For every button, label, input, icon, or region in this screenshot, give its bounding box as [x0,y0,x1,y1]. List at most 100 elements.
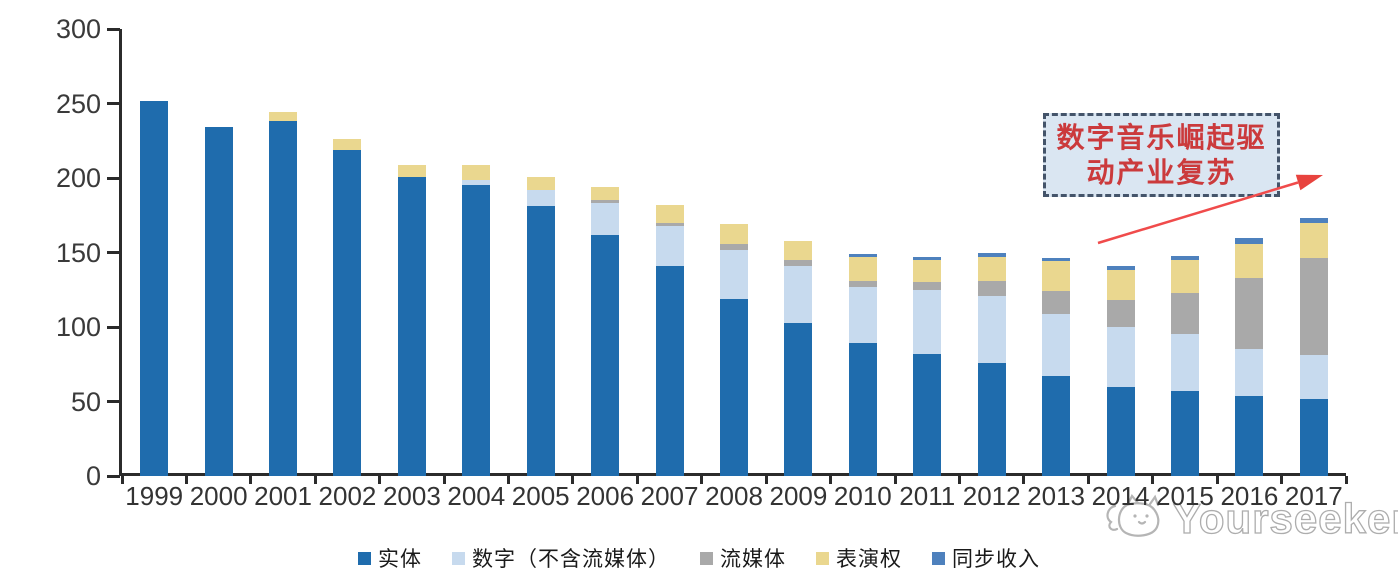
bar-2015-segment-流媒体 [1170,292,1199,335]
legend-swatch-icon [452,551,465,565]
legend-label: 表演权 [836,547,902,571]
bar-2011-segment-表演权 [913,259,942,283]
bar-2017 [1299,218,1328,476]
legend-item-数字（不含流媒体）: 数字（不含流媒体） [452,543,670,573]
bar-2012-segment-同步收入 [977,252,1006,257]
bar-2000 [204,127,233,476]
x-axis-label-2004: 2004 [447,481,506,511]
y-axis-tick [107,102,120,105]
bar-2006-segment-实体 [591,234,620,476]
bar-2011-segment-流媒体 [913,282,942,290]
legend-label: 同步收入 [952,547,1040,571]
x-axis-label-2006: 2006 [576,481,635,511]
bar-1999 [140,100,169,476]
bar-2002 [333,139,362,476]
bar-2008-segment-实体 [720,298,748,476]
bar-2016 [1235,237,1264,476]
bar-2013-segment-表演权 [1042,261,1071,292]
y-axis-tick-label: 200 [55,163,101,193]
y-axis-tick [107,176,120,180]
x-axis-label-2016: 2016 [1220,481,1279,511]
x-axis-tick [1086,476,1090,484]
bar-2012-segment-实体 [977,362,1006,476]
legend-swatch-icon [358,551,371,565]
bar-2009 [784,240,813,476]
x-axis-label-2005: 2005 [511,481,570,511]
bar-2002-segment-表演权 [333,139,362,150]
watermark: Yourseeker [1103,492,1398,546]
x-axis-label-2017: 2017 [1284,481,1343,511]
x-axis-label-2012: 2012 [962,481,1021,511]
bar-2003 [397,164,426,476]
annotation-box: 数字音乐崛起驱 动产业复苏 [1043,113,1280,197]
bar-2015-segment-实体 [1170,391,1199,476]
bar-2009-segment-流媒体 [784,259,813,266]
bar-2010-segment-流媒体 [848,280,877,287]
bar-2001 [269,112,298,476]
x-axis-label-2000: 2000 [189,481,248,511]
bar-2005-segment-实体 [526,206,555,476]
legend-label: 数字（不含流媒体） [472,547,670,571]
bar-2013 [1042,258,1071,476]
x-axis-tick [313,476,317,484]
bar-2013-segment-数字（不含流媒体） [1042,313,1071,377]
bar-2017-segment-表演权 [1299,222,1328,259]
bar-2008-segment-流媒体 [720,243,748,250]
y-axis-tick [107,474,120,478]
x-axis-tick [378,476,382,484]
y-axis-tick [107,251,120,254]
y-axis-tick [107,400,120,403]
bar-2010-segment-实体 [848,343,877,476]
bar-2010-segment-同步收入 [848,254,877,257]
x-axis-tick [1151,476,1155,484]
x-axis-tick [1280,476,1284,484]
bar-2009-segment-实体 [784,322,813,476]
x-axis-tick [1215,476,1219,484]
bar-2001-segment-表演权 [269,112,298,122]
legend-label: 流媒体 [720,547,786,571]
y-axis-tick-label: 100 [55,312,101,342]
legend-item-同步收入: 同步收入 [932,543,1040,573]
x-axis-tick [442,476,446,484]
y-axis-tick-label: 150 [55,237,101,268]
x-axis-label-2014: 2014 [1091,481,1150,511]
bar-2010 [848,254,877,476]
bar-2000-segment-实体 [204,127,233,476]
bar-2012-segment-数字（不含流媒体） [977,295,1006,363]
x-axis-label-2008: 2008 [705,481,763,511]
bar-2010-segment-数字（不含流媒体） [848,286,877,344]
bar-2014-segment-同步收入 [1106,265,1135,271]
bar-2011 [913,257,942,476]
bar-2016-segment-流媒体 [1235,277,1264,350]
x-axis-label-2011: 2011 [899,481,956,511]
x-axis-tick [1022,476,1026,484]
bar-2014-segment-表演权 [1106,270,1135,301]
y-axis-tick [107,27,120,31]
x-axis-tick [507,476,511,484]
bar-2006 [591,186,620,476]
x-axis-tick [184,476,188,484]
legend-swatch-icon [932,551,945,565]
bar-2004-segment-实体 [462,185,491,476]
y-axis-tick-label: 300 [55,14,101,44]
plot-area [122,29,1346,476]
bar-2009-segment-数字（不含流媒体） [784,265,813,323]
bar-1999-segment-实体 [140,100,169,476]
x-axis-label-2007: 2007 [640,481,699,511]
bar-2017-segment-流媒体 [1299,258,1328,356]
bar-2014-segment-流媒体 [1106,300,1135,328]
bar-2008-segment-表演权 [720,224,748,244]
x-axis-tick [893,476,897,484]
y-axis-tick-label: 0 [85,461,101,491]
x-axis-label-2002: 2002 [318,481,377,511]
legend-swatch-icon [700,551,713,565]
legend-swatch-icon [816,551,829,565]
bar-2001-segment-实体 [269,121,298,476]
watermark-text: Yourseeker [1172,494,1398,542]
bar-2012 [977,252,1006,476]
bar-2006-segment-流媒体 [591,200,620,204]
bar-2012-segment-表演权 [977,257,1006,281]
bar-2007-segment-流媒体 [655,222,684,226]
bar-2005-segment-表演权 [526,176,555,190]
bar-2007 [655,204,684,476]
